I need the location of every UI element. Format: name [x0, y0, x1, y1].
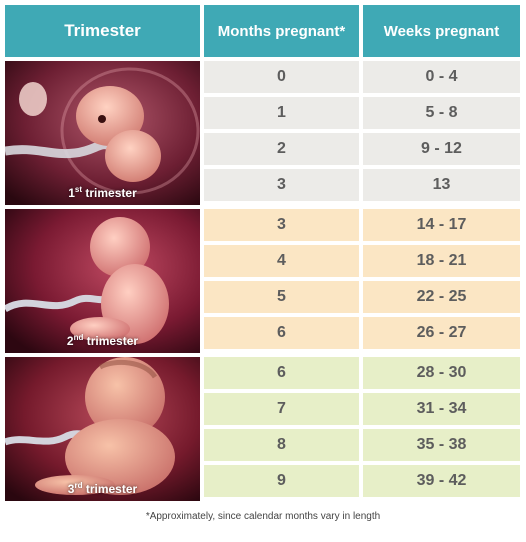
- weeks-cell: 39 - 42: [363, 465, 520, 497]
- months-cell: 3: [204, 209, 359, 241]
- weeks-cell: 22 - 25: [363, 281, 520, 313]
- second-trimester-image: [5, 209, 200, 353]
- third-trimester-label: 3rd trimester: [67, 481, 138, 496]
- months-cell: 2: [204, 133, 359, 165]
- weeks-cell: 0 - 4: [363, 61, 520, 93]
- footnote: *Approximately, since calendar months va…: [145, 511, 381, 522]
- first-trimester-image: [5, 61, 200, 205]
- months-cell: 0: [204, 61, 359, 93]
- months-cell: 1: [204, 97, 359, 129]
- weeks-cell: 28 - 30: [363, 357, 520, 389]
- months-cell: 9: [204, 465, 359, 497]
- second-trimester-label: 2nd trimester: [66, 333, 139, 348]
- weeks-cell: 13: [363, 169, 520, 201]
- weeks-cell: 14 - 17: [363, 209, 520, 241]
- first-trimester-label: 1st trimester: [68, 185, 137, 200]
- third-trimester-image: [5, 357, 200, 501]
- weeks-cell: 9 - 12: [363, 133, 520, 165]
- weeks-cell: 35 - 38: [363, 429, 520, 461]
- months-cell: 7: [204, 393, 359, 425]
- weeks-cell: 31 - 34: [363, 393, 520, 425]
- header-months: Months pregnant*: [204, 5, 359, 57]
- months-cell: 8: [204, 429, 359, 461]
- weeks-cell: 18 - 21: [363, 245, 520, 277]
- months-cell: 3: [204, 169, 359, 201]
- weeks-cell: 26 - 27: [363, 317, 520, 349]
- months-cell: 6: [204, 357, 359, 389]
- header-trimester: Trimester: [5, 5, 200, 57]
- months-cell: 4: [204, 245, 359, 277]
- months-cell: 5: [204, 281, 359, 313]
- months-cell: 6: [204, 317, 359, 349]
- header-weeks: Weeks pregnant: [363, 5, 520, 57]
- weeks-cell: 5 - 8: [363, 97, 520, 129]
